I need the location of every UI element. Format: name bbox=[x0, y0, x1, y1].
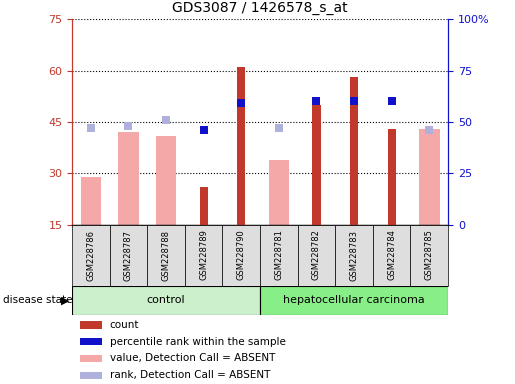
Bar bbox=[410, 225, 448, 286]
Text: GSM228781: GSM228781 bbox=[274, 230, 283, 280]
Bar bbox=[80, 321, 102, 329]
Text: hepatocellular carcinoma: hepatocellular carcinoma bbox=[283, 295, 425, 306]
Text: GSM228785: GSM228785 bbox=[425, 230, 434, 280]
Bar bbox=[156, 136, 177, 225]
Bar bbox=[185, 225, 222, 286]
Text: percentile rank within the sample: percentile rank within the sample bbox=[110, 337, 286, 347]
Bar bbox=[387, 129, 396, 225]
Bar bbox=[335, 225, 373, 286]
Bar bbox=[260, 286, 448, 315]
Text: ▶: ▶ bbox=[61, 295, 70, 305]
Bar bbox=[298, 225, 335, 286]
Bar bbox=[72, 286, 260, 315]
Text: GSM228783: GSM228783 bbox=[350, 230, 358, 281]
Bar bbox=[350, 78, 358, 225]
Bar bbox=[222, 225, 260, 286]
Bar bbox=[118, 132, 139, 225]
Text: count: count bbox=[110, 320, 139, 330]
Text: GSM228790: GSM228790 bbox=[237, 230, 246, 280]
Text: GSM228782: GSM228782 bbox=[312, 230, 321, 280]
Bar bbox=[419, 129, 440, 225]
Text: GSM228786: GSM228786 bbox=[87, 230, 95, 281]
Bar bbox=[80, 372, 102, 379]
Text: rank, Detection Call = ABSENT: rank, Detection Call = ABSENT bbox=[110, 370, 270, 380]
Bar bbox=[80, 355, 102, 362]
Text: GSM228789: GSM228789 bbox=[199, 230, 208, 280]
Bar bbox=[373, 225, 410, 286]
Title: GDS3087 / 1426578_s_at: GDS3087 / 1426578_s_at bbox=[172, 2, 348, 15]
Text: GSM228784: GSM228784 bbox=[387, 230, 396, 280]
Bar bbox=[199, 187, 208, 225]
Text: disease state: disease state bbox=[3, 295, 72, 305]
Bar bbox=[260, 225, 298, 286]
Bar bbox=[110, 225, 147, 286]
Text: GSM228787: GSM228787 bbox=[124, 230, 133, 281]
Bar bbox=[72, 225, 110, 286]
Bar bbox=[268, 160, 289, 225]
Bar bbox=[237, 67, 246, 225]
Bar bbox=[147, 225, 185, 286]
Text: control: control bbox=[147, 295, 185, 306]
Bar bbox=[80, 338, 102, 345]
Text: GSM228788: GSM228788 bbox=[162, 230, 170, 281]
Bar bbox=[312, 105, 321, 225]
Bar bbox=[80, 177, 101, 225]
Text: value, Detection Call = ABSENT: value, Detection Call = ABSENT bbox=[110, 353, 275, 364]
